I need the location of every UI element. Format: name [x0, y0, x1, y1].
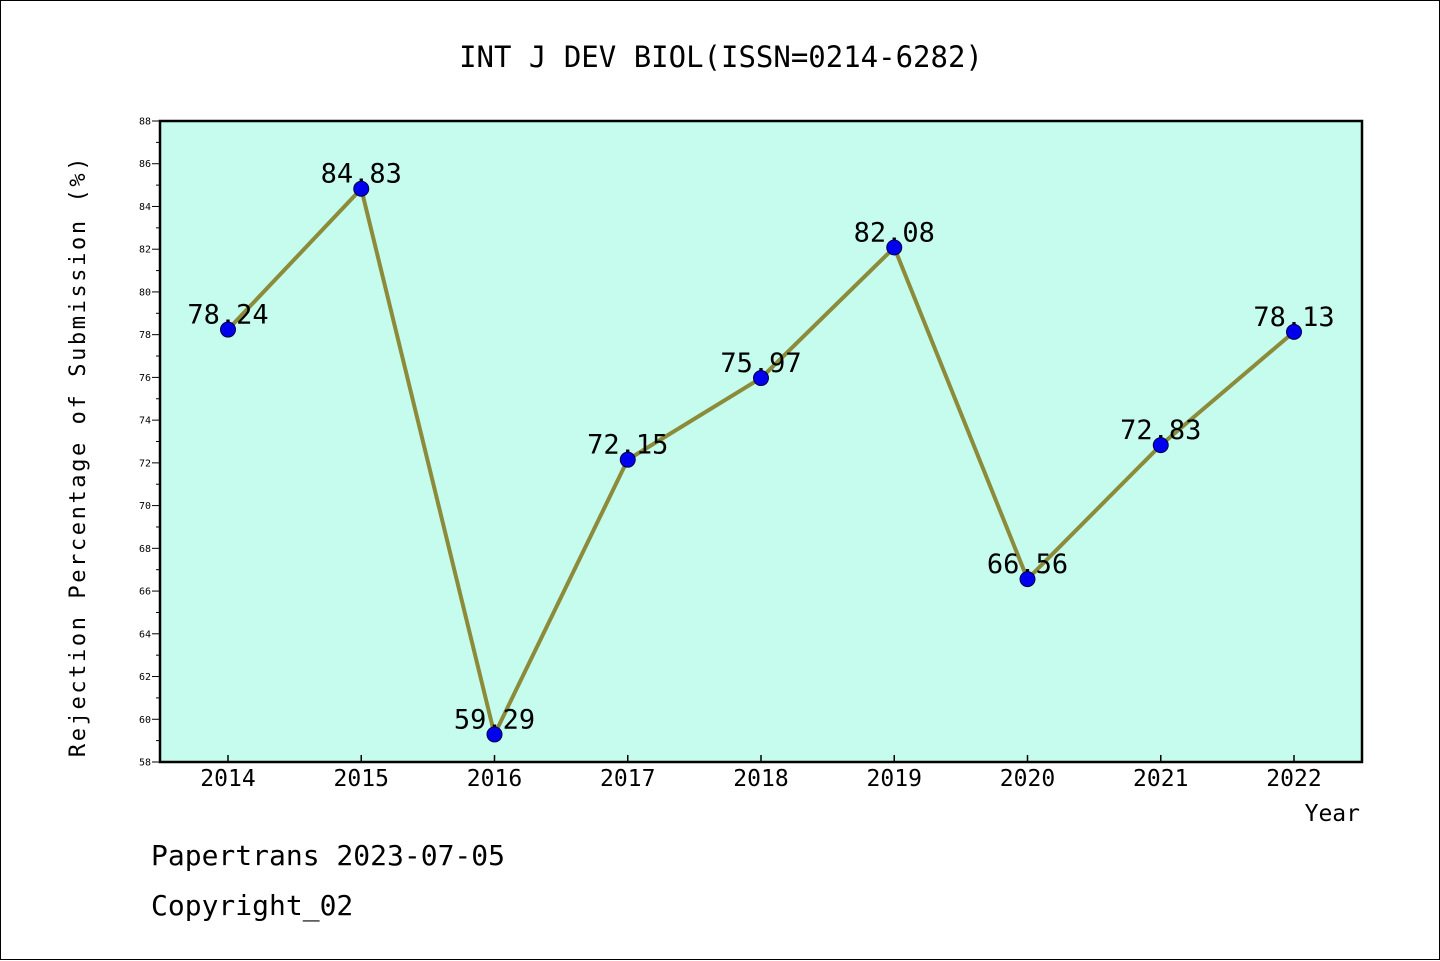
x-tick-label: 2017: [600, 766, 655, 792]
x-axis: 2014 2015 2016 2017 2018 2019 2020 2021 2022: [200, 755, 1322, 792]
data-point: [486, 726, 503, 743]
y-axis: 58 60 62 64 66 68 70 72 74 76 78 80 82 84 86 88: [139, 117, 160, 769]
y-tick-label: 60: [139, 715, 151, 726]
series-segment: [892, 245, 1030, 582]
y-tick-label: 70: [139, 501, 151, 512]
series-line: [226, 186, 1296, 737]
data-point: [1152, 437, 1169, 454]
y-tick-label: 66: [139, 587, 151, 598]
x-axis-title: Year: [1305, 801, 1360, 827]
y-tick-label: 74: [139, 416, 151, 427]
series-segment: [226, 186, 364, 332]
x-tick-label: 2018: [733, 766, 788, 792]
y-tick-label: 88: [139, 117, 151, 128]
y-tick-label: 62: [139, 672, 151, 683]
y-tick-label: 78: [139, 330, 151, 341]
data-point: [619, 451, 636, 468]
x-tick-label: 2021: [1133, 766, 1188, 792]
series-segment: [492, 457, 630, 737]
data-point: [1286, 323, 1302, 340]
x-tick-label: 2020: [1000, 766, 1055, 792]
y-tick-label: 58: [139, 758, 151, 769]
y-tick-label: 84: [139, 202, 151, 213]
y-tick-label: 82: [139, 245, 151, 256]
series-segment: [1025, 443, 1163, 582]
y-tick-label: 86: [139, 159, 151, 170]
series-segment: [1158, 329, 1296, 448]
y-axis-title: Rejection Percentage of Submission (%): [66, 155, 91, 757]
data-point: [753, 370, 769, 387]
chart-title: INT J DEV BIOL(ISSN=0214-6282): [459, 40, 983, 74]
x-tick-label: 2019: [867, 766, 922, 792]
y-tick-label: 68: [139, 544, 151, 555]
series-segment: [759, 245, 897, 381]
series-segment: [625, 376, 763, 462]
footer-copyright: Copyright_02: [151, 889, 353, 923]
data-point: [353, 180, 370, 197]
footer-date: Papertrans 2023-07-05: [151, 839, 505, 872]
x-tick-label: 2022: [1266, 766, 1321, 792]
y-tick-label: 76: [139, 373, 151, 384]
x-tick-label: 2016: [467, 766, 522, 792]
data-point: [886, 239, 903, 256]
data-point: [1019, 571, 1036, 588]
data-point: [220, 321, 236, 338]
y-tick-label: 64: [139, 629, 151, 640]
x-tick-label: 2014: [200, 766, 255, 792]
series-segment: [359, 186, 497, 737]
y-tick-label: 80: [139, 287, 151, 298]
data-points: [220, 180, 1302, 743]
x-tick-label: 2015: [334, 766, 389, 792]
y-tick-label: 72: [139, 458, 151, 469]
